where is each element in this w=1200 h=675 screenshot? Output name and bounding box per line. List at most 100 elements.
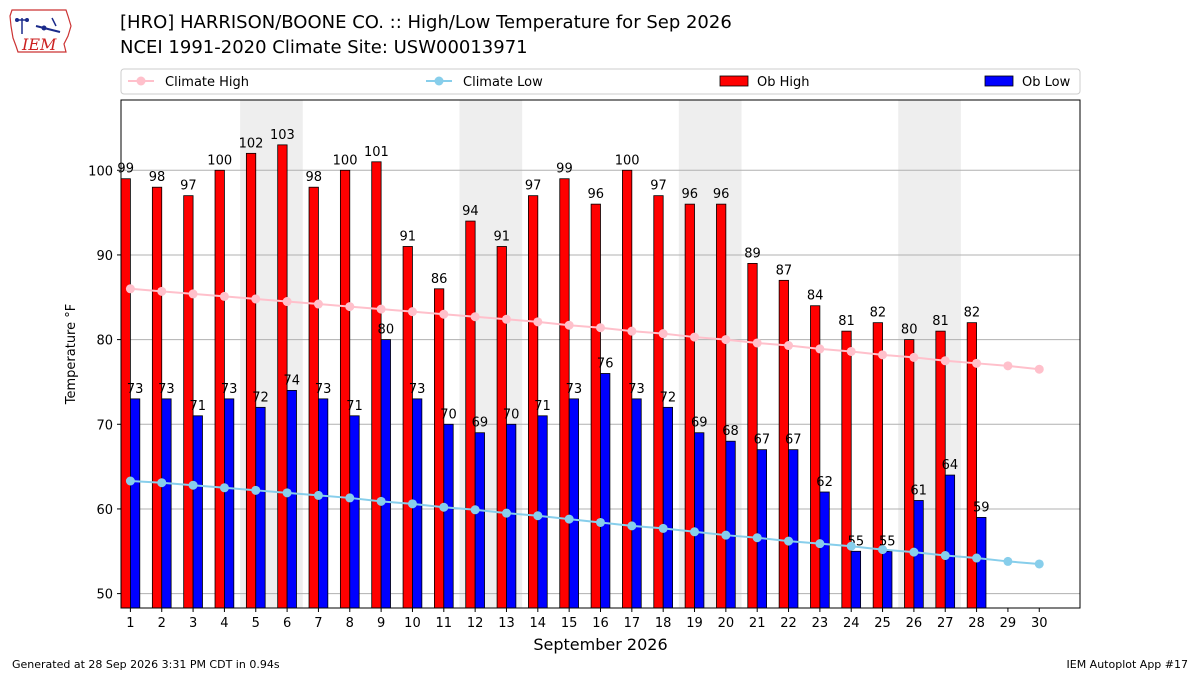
- climate-high-point: [752, 338, 762, 348]
- x-tick-label: 18: [655, 616, 672, 631]
- climate-low-point: [407, 499, 417, 509]
- climate-low-point: [909, 547, 919, 557]
- ob-low-label: 64: [942, 458, 959, 473]
- chart-title: [HRO] HARRISON/BOONE CO. :: High/Low Tem…: [120, 12, 732, 33]
- climate-high-point: [219, 291, 229, 301]
- y-tick-label: 100: [88, 164, 113, 179]
- climate-low-point: [219, 483, 229, 493]
- ob-high-label: 100: [333, 153, 358, 168]
- ob-high-bar: [684, 203, 695, 609]
- climate-low-point: [878, 545, 888, 555]
- iowa-state-weather-logo-icon: [9, 9, 72, 53]
- climate-low-point: [564, 514, 574, 524]
- climate-high-point: [313, 299, 323, 309]
- climate-high-point: [1034, 364, 1044, 374]
- ob-low-bar: [600, 373, 611, 609]
- climate-low-line: [130, 480, 1040, 565]
- x-tick-label: 28: [968, 616, 985, 631]
- climate-high-point: [940, 356, 950, 366]
- ob-high-bar: [371, 161, 382, 609]
- climate-high-point: [815, 344, 825, 354]
- ob-low-label: 74: [284, 373, 301, 388]
- ob-low-label: 61: [910, 483, 927, 498]
- ob-low-bar: [694, 432, 705, 609]
- ob-low-bar: [662, 406, 673, 609]
- ob-low-label: 62: [816, 475, 833, 490]
- ob-low-label: 67: [754, 433, 771, 448]
- climate-high-point: [878, 350, 888, 360]
- x-tick-label: 3: [189, 616, 197, 631]
- x-tick-label: 26: [906, 616, 923, 631]
- x-tick-label: 23: [812, 616, 829, 631]
- climate-high-point: [690, 332, 700, 342]
- x-tick-label: 11: [436, 616, 453, 631]
- ob-low-bar: [819, 491, 830, 609]
- climate-low-point: [721, 530, 731, 540]
- climate-high-point: [972, 358, 982, 368]
- climate-high-point: [501, 314, 511, 324]
- ob-high-label: 81: [932, 314, 949, 329]
- climate-low-point: [690, 527, 700, 537]
- legend-box: [120, 68, 1081, 95]
- ob-high-label: 89: [744, 246, 761, 261]
- x-tick-label: 13: [498, 616, 515, 631]
- climate-low-point: [470, 505, 480, 515]
- ob-low-label: 73: [566, 382, 583, 397]
- ob-low-label: 72: [252, 390, 269, 405]
- climate-high-point: [564, 320, 574, 330]
- ob-low-bar: [976, 517, 987, 609]
- ob-high-label: 98: [305, 170, 322, 185]
- ob-low-bar: [568, 398, 579, 609]
- ob-high-label: 91: [494, 229, 511, 244]
- legend-label: Ob High: [757, 75, 810, 90]
- climate-high-point: [658, 329, 668, 339]
- ob-low-bar: [474, 432, 485, 609]
- climate-low-point: [784, 536, 794, 546]
- ob-low-bar: [380, 339, 391, 609]
- ob-low-bar: [161, 398, 172, 609]
- ob-low-label: 71: [190, 399, 207, 414]
- climate-high-point: [125, 284, 135, 294]
- logo-text: IEM: [21, 35, 57, 54]
- ob-high-label: 96: [588, 187, 605, 202]
- x-tick-label: 9: [377, 616, 385, 631]
- ob-high-label: 99: [556, 162, 573, 177]
- ob-high-label: 80: [901, 323, 918, 338]
- ob-low-label: 76: [597, 356, 614, 371]
- ob-low-bar: [443, 423, 454, 609]
- climate-low-point: [376, 496, 386, 506]
- ob-low-label: 73: [127, 382, 144, 397]
- ob-high-label: 102: [239, 136, 264, 151]
- x-tick-label: 7: [314, 616, 322, 631]
- climate-low-point: [972, 553, 982, 563]
- climate-low-point: [313, 490, 323, 500]
- x-tick-label: 21: [749, 616, 766, 631]
- ob-high-bar: [402, 246, 413, 609]
- ob-low-bar: [255, 406, 266, 609]
- climate-low-point: [627, 521, 637, 531]
- ob-high-bar: [841, 330, 852, 609]
- climate-high-point: [376, 304, 386, 314]
- x-tick-label: 5: [252, 616, 260, 631]
- climate-low-point: [533, 511, 543, 521]
- ob-high-bar: [904, 339, 915, 609]
- chart-subtitle: NCEI 1991-2020 Climate Site: USW00013971: [120, 37, 528, 58]
- ob-low-bar: [725, 440, 736, 609]
- ob-low-label: 73: [221, 382, 238, 397]
- ob-low-label: 69: [691, 416, 708, 431]
- climate-high-point: [345, 302, 355, 312]
- ob-low-bar: [130, 398, 141, 609]
- ob-high-bar: [433, 288, 445, 609]
- legend-label: Ob Low: [1022, 75, 1071, 90]
- x-tick-label: 24: [843, 616, 860, 631]
- climate-low-point: [157, 478, 167, 488]
- ob-low-bar: [944, 474, 956, 609]
- ob-high-bar: [308, 186, 319, 609]
- ob-low-label: 73: [409, 382, 426, 397]
- ob-high-label: 96: [713, 187, 730, 202]
- ob-low-bar: [286, 390, 297, 609]
- ob-low-label: 73: [158, 382, 175, 397]
- legend-marker: [434, 76, 444, 86]
- climate-high-point: [909, 352, 919, 362]
